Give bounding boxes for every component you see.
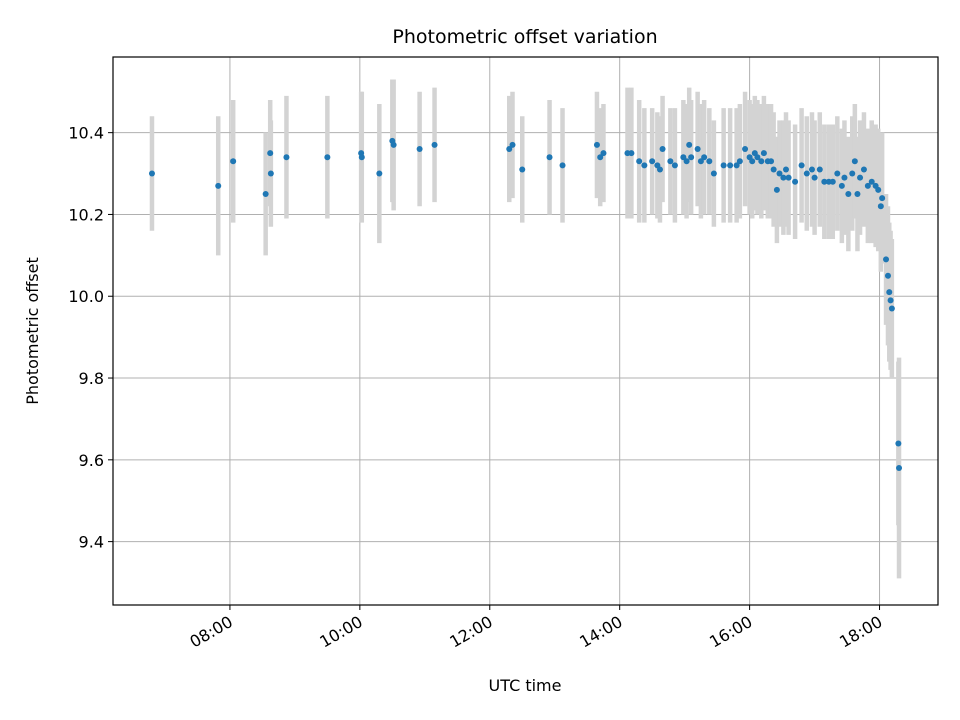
data-point bbox=[780, 174, 787, 181]
data-point bbox=[803, 170, 810, 177]
data-point bbox=[849, 170, 856, 177]
data-point bbox=[686, 141, 693, 148]
data-point bbox=[875, 186, 882, 193]
data-point bbox=[636, 158, 643, 165]
data-point bbox=[519, 166, 526, 173]
data-point bbox=[546, 154, 553, 161]
data-point bbox=[649, 158, 656, 165]
data-point bbox=[816, 166, 823, 173]
data-point bbox=[694, 146, 701, 153]
data-point bbox=[868, 178, 875, 185]
data-point bbox=[376, 170, 383, 177]
data-point bbox=[754, 154, 761, 161]
data-point bbox=[887, 297, 894, 304]
data-point bbox=[697, 158, 704, 165]
data-point bbox=[773, 186, 780, 193]
data-point bbox=[742, 146, 749, 153]
data-point bbox=[758, 158, 765, 165]
data-point bbox=[267, 170, 274, 177]
data-point bbox=[324, 154, 331, 161]
data-point bbox=[727, 162, 734, 169]
data-point bbox=[896, 465, 903, 471]
y-axis-label: Photometric offset bbox=[23, 257, 42, 405]
data-point bbox=[680, 154, 687, 161]
data-point bbox=[667, 158, 674, 165]
data-point bbox=[710, 170, 717, 177]
data-point bbox=[864, 182, 871, 189]
data-point bbox=[749, 158, 756, 165]
data-point bbox=[879, 195, 886, 202]
data-point bbox=[283, 154, 290, 161]
data-point bbox=[736, 158, 743, 165]
data-point bbox=[821, 178, 828, 185]
y-tick-label: 9.6 bbox=[79, 451, 104, 470]
data-point bbox=[770, 166, 777, 173]
data-point bbox=[431, 141, 438, 148]
data-point bbox=[798, 162, 805, 169]
data-point bbox=[506, 146, 513, 153]
data-point bbox=[857, 174, 864, 181]
data-point bbox=[390, 141, 397, 148]
data-point bbox=[811, 174, 818, 181]
data-point bbox=[600, 150, 607, 157]
data-point bbox=[559, 162, 566, 169]
data-point bbox=[884, 272, 891, 279]
data-point bbox=[785, 174, 792, 181]
y-axis: 9.4 9.6 9.8 10.0 10.2 10.4 bbox=[68, 124, 113, 552]
data-point bbox=[776, 170, 783, 177]
data-point bbox=[593, 141, 600, 148]
data-points bbox=[148, 137, 903, 471]
chart-title: Photometric offset variation bbox=[392, 26, 657, 48]
data-point bbox=[733, 162, 740, 169]
data-point bbox=[688, 154, 695, 161]
data-point bbox=[851, 158, 858, 165]
plot-frame bbox=[112, 56, 939, 606]
data-point bbox=[659, 146, 666, 153]
data-point bbox=[877, 203, 884, 210]
data-point bbox=[838, 182, 845, 189]
data-point bbox=[760, 150, 767, 157]
data-point bbox=[215, 182, 222, 189]
data-point bbox=[768, 158, 775, 165]
data-point bbox=[262, 191, 269, 197]
data-point bbox=[671, 162, 678, 169]
data-point bbox=[628, 150, 635, 157]
data-point bbox=[888, 305, 895, 312]
data-point bbox=[641, 162, 648, 169]
data-point bbox=[358, 154, 365, 161]
data-point bbox=[416, 146, 423, 153]
y-tick-label: 10.4 bbox=[68, 124, 104, 143]
data-point bbox=[883, 256, 890, 263]
data-point bbox=[782, 166, 789, 173]
data-point bbox=[706, 158, 713, 165]
data-point bbox=[895, 440, 902, 447]
data-point bbox=[683, 158, 690, 165]
data-point bbox=[792, 178, 799, 185]
x-axis-label: UTC time bbox=[489, 676, 562, 695]
data-point bbox=[230, 158, 237, 165]
y-tick-label: 10.2 bbox=[68, 205, 104, 224]
y-tick-label: 9.4 bbox=[79, 533, 104, 552]
data-point bbox=[597, 154, 604, 161]
data-point bbox=[808, 166, 815, 173]
data-point bbox=[886, 289, 893, 296]
data-point bbox=[509, 141, 516, 148]
data-point bbox=[656, 166, 663, 173]
data-point bbox=[860, 166, 867, 173]
data-point bbox=[829, 178, 836, 185]
data-point bbox=[854, 191, 861, 197]
data-point bbox=[267, 150, 274, 157]
y-tick-label: 10.0 bbox=[68, 287, 104, 306]
data-point bbox=[834, 170, 841, 177]
y-tick-label: 9.8 bbox=[79, 369, 104, 388]
data-point bbox=[720, 162, 727, 169]
data-point bbox=[841, 174, 848, 181]
data-point bbox=[148, 170, 155, 177]
data-point bbox=[701, 154, 708, 161]
data-point bbox=[845, 191, 852, 197]
